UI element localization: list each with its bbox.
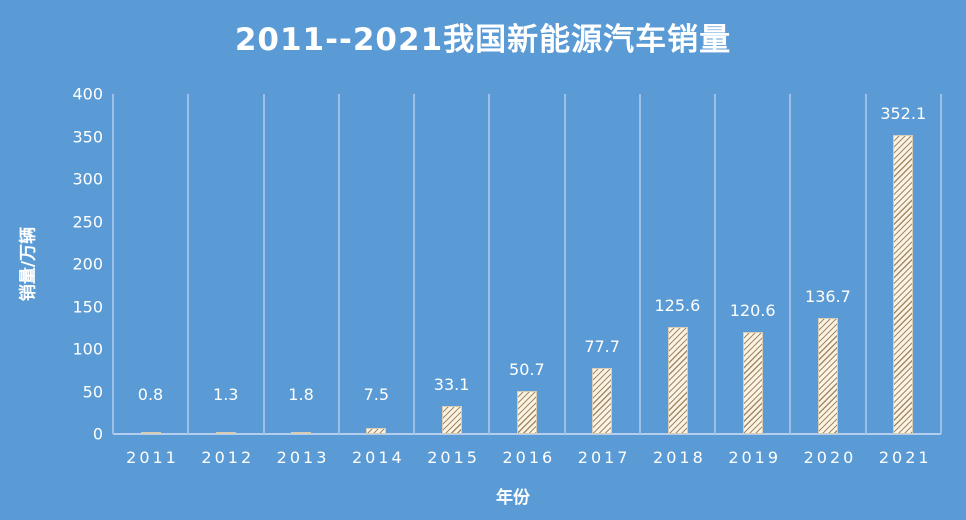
data-label: 1.8 bbox=[288, 385, 314, 404]
grid-line bbox=[638, 94, 641, 434]
y-axis-label: 销量/万辆 bbox=[18, 226, 39, 302]
x-tick-label: 2014 bbox=[351, 448, 405, 467]
grid-line bbox=[789, 94, 792, 434]
y-tick-label: 300 bbox=[72, 169, 103, 189]
bar-2013 bbox=[291, 432, 312, 434]
data-label: 50.7 bbox=[509, 359, 545, 379]
bar-2016 bbox=[517, 390, 537, 434]
bar-2017 bbox=[592, 367, 613, 434]
bar-2020 bbox=[818, 317, 839, 434]
data-label: 120.6 bbox=[729, 300, 776, 320]
grid-line bbox=[413, 94, 416, 434]
grid-line bbox=[187, 94, 190, 434]
y-tick-label: 150 bbox=[72, 297, 103, 316]
x-tick-label: 2012 bbox=[201, 448, 255, 467]
x-tick-label: 2013 bbox=[276, 448, 330, 467]
x-tick-label: 2021 bbox=[878, 448, 932, 467]
x-tick-label: 2016 bbox=[502, 448, 556, 467]
bar-2011 bbox=[140, 432, 161, 434]
grid-line bbox=[563, 94, 566, 434]
grid-line bbox=[940, 94, 942, 434]
x-tick-label: 2019 bbox=[728, 448, 782, 467]
data-label: 0.8 bbox=[137, 385, 164, 404]
y-tick-label: 100 bbox=[72, 339, 103, 359]
y-tick-label: 0 bbox=[92, 424, 103, 444]
y-tick-label: 250 bbox=[72, 212, 103, 231]
chart-title: 2011--2021我国新能源汽车销量 bbox=[234, 22, 732, 58]
grid-line bbox=[337, 94, 340, 434]
bar-2014 bbox=[366, 427, 387, 434]
bar-2012 bbox=[215, 432, 236, 434]
bar-2019 bbox=[742, 331, 763, 434]
x-tick-label: 2011 bbox=[126, 448, 179, 467]
data-label: 7.5 bbox=[363, 385, 390, 404]
plot-area: 0.8 1.3 1.8 7.5 33.1 50.7 77.7 125.6 120.6 136.7 3… bbox=[112, 94, 942, 435]
x-axis-line bbox=[113, 433, 941, 435]
data-label: 136.7 bbox=[805, 286, 851, 306]
x-tick-label: 2017 bbox=[577, 448, 631, 467]
grid-line bbox=[112, 94, 114, 434]
bar-2021 bbox=[893, 134, 914, 434]
y-tick-label: 350 bbox=[72, 127, 103, 146]
x-tick-label: 2015 bbox=[427, 448, 480, 467]
grid-line bbox=[488, 94, 491, 434]
grid-line bbox=[714, 94, 717, 434]
grid-line bbox=[864, 94, 867, 434]
y-tick-label: 200 bbox=[72, 254, 103, 274]
data-label: 1.3 bbox=[213, 385, 239, 404]
bar-2015 bbox=[441, 405, 462, 434]
y-tick-label: 50 bbox=[82, 382, 103, 401]
bar-2018 bbox=[667, 327, 688, 434]
x-tick-label: 2020 bbox=[803, 448, 857, 467]
x-axis-label: 年份 bbox=[496, 488, 530, 508]
grid-line bbox=[262, 94, 265, 434]
data-label: 33.1 bbox=[433, 374, 470, 394]
data-label: 352.1 bbox=[880, 103, 927, 123]
x-tick-label: 2018 bbox=[653, 448, 706, 467]
y-tick-label: 400 bbox=[72, 84, 103, 104]
data-label: 77.7 bbox=[584, 336, 620, 356]
data-label: 125.6 bbox=[654, 296, 701, 316]
